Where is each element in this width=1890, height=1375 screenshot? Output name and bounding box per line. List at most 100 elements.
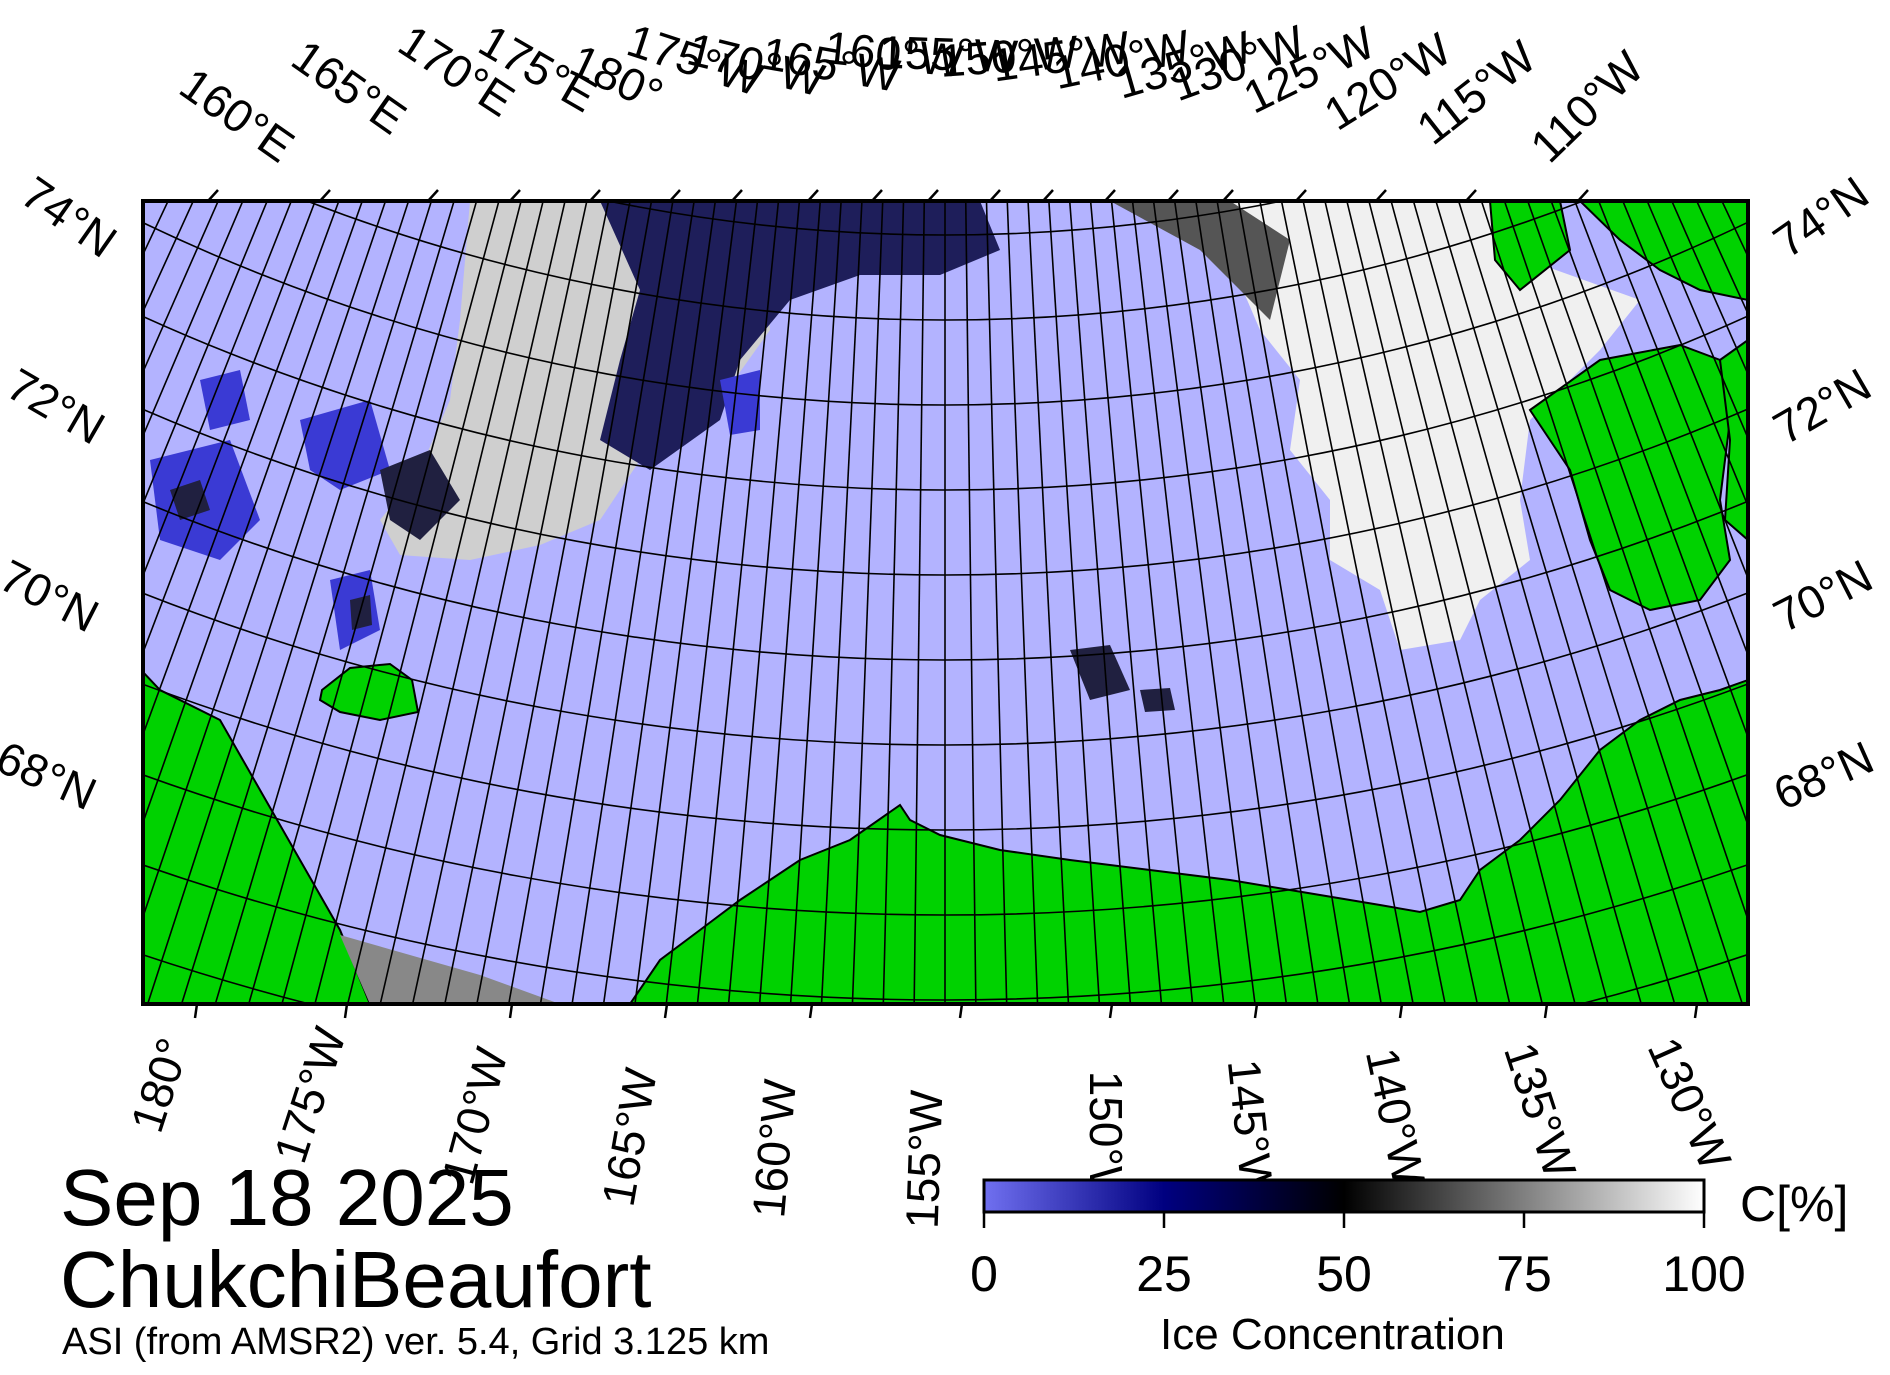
axis-tick bbox=[1108, 1003, 1114, 1019]
meridian-line bbox=[180, 201, 433, 1004]
axis-tick bbox=[1543, 1003, 1549, 1019]
meridian-line bbox=[913, 201, 926, 1004]
right-latitude-label: 68°N bbox=[1766, 731, 1881, 820]
left-latitude-label: 70°N bbox=[0, 549, 107, 642]
meridian-line bbox=[1195, 201, 1319, 1004]
colorbar-tick-label: 0 bbox=[970, 1246, 998, 1302]
bottom-longitude-label: 130°W bbox=[1638, 1030, 1742, 1178]
axis-tick bbox=[1375, 189, 1387, 202]
meridian-line bbox=[571, 201, 695, 1004]
meridian-line bbox=[143, 201, 269, 506]
meridian-line bbox=[143, 201, 387, 920]
meridian-line bbox=[1390, 201, 1609, 1004]
meridian-line bbox=[1621, 201, 1748, 509]
axis-tick bbox=[669, 189, 681, 202]
meridian-line bbox=[602, 201, 717, 1004]
meridian-line bbox=[214, 201, 455, 1004]
top-longitude-label: 165°E bbox=[283, 30, 416, 145]
axis-tick bbox=[989, 189, 1001, 202]
meridian-line bbox=[634, 201, 738, 1004]
meridian-line bbox=[665, 201, 759, 1004]
colorbar bbox=[982, 1178, 1706, 1214]
meridian-line bbox=[1503, 201, 1748, 923]
axis-tick bbox=[1104, 189, 1116, 202]
meridian-line bbox=[507, 201, 653, 1004]
axis-tick bbox=[1042, 189, 1054, 202]
meridian-line bbox=[379, 201, 566, 1004]
axis-tick bbox=[808, 1003, 814, 1019]
meridian-line bbox=[1216, 201, 1351, 1004]
axis-tick bbox=[1167, 189, 1179, 202]
sea-ice-east-edge bbox=[1110, 201, 1290, 320]
meridian-line bbox=[314, 201, 522, 1004]
land-chukotka bbox=[143, 670, 372, 1004]
meridian-line bbox=[143, 201, 364, 825]
sea-ice-scattered-low bbox=[150, 370, 760, 650]
meridian-line bbox=[964, 201, 977, 1004]
axis-tick bbox=[1398, 1003, 1404, 1019]
meridian-line bbox=[1068, 201, 1132, 1004]
meridian-line bbox=[1048, 201, 1101, 1004]
meridian-line bbox=[143, 201, 317, 655]
meridian-line bbox=[1027, 201, 1070, 1004]
meridian-line bbox=[1110, 201, 1194, 1004]
meridian-line bbox=[1526, 201, 1748, 828]
bottom-longitude-label: 135°W bbox=[1494, 1036, 1586, 1184]
axis-tick bbox=[958, 1003, 964, 1019]
left-latitude-label: 74°N bbox=[12, 166, 126, 268]
colorbar-title: Ice Concentration bbox=[1160, 1310, 1505, 1359]
meridian-line bbox=[346, 201, 544, 1004]
bottom-longitude-label: 160°W bbox=[742, 1077, 806, 1220]
meridian-line bbox=[1368, 201, 1576, 1004]
data-source: ASI (from AMSR2) ver. 5.4, Grid 3.125 km bbox=[62, 1321, 770, 1363]
sea-ice-east-pack bbox=[1110, 201, 1640, 650]
axis-tick bbox=[1693, 1003, 1699, 1019]
meridian-line bbox=[539, 201, 674, 1004]
land-alaska bbox=[628, 678, 1748, 1004]
meridian-line bbox=[696, 201, 780, 1004]
axis-tick bbox=[731, 189, 743, 202]
right-latitude-label: 70°N bbox=[1765, 549, 1880, 642]
axis-tick bbox=[1465, 189, 1477, 202]
meridian-line bbox=[1324, 201, 1511, 1004]
meridian-line bbox=[1280, 201, 1446, 1004]
meridian-line bbox=[820, 201, 863, 1004]
meridian-line bbox=[146, 201, 410, 1004]
graticule bbox=[143, 201, 1748, 1004]
axis-tick bbox=[319, 189, 331, 202]
meridian-line bbox=[1131, 201, 1225, 1004]
axis-tick bbox=[193, 1003, 199, 1019]
meridian-line bbox=[411, 201, 588, 1004]
map-region-name: ChukchiBeaufort bbox=[60, 1235, 652, 1324]
top-longitude-label: 160°E bbox=[171, 58, 304, 173]
axis-tick bbox=[1222, 189, 1234, 202]
meridian-line bbox=[789, 201, 842, 1004]
meridian-line bbox=[1412, 201, 1643, 1004]
axis-tick bbox=[343, 1003, 349, 1019]
meridian-line bbox=[281, 201, 500, 1004]
map-date: Sep 18 2025 bbox=[60, 1153, 514, 1242]
graticule-ticks bbox=[193, 189, 1699, 1019]
meridian-line bbox=[1573, 201, 1748, 658]
meridian-line bbox=[1346, 201, 1544, 1004]
meridian-line bbox=[1480, 201, 1744, 1004]
meridian-line bbox=[143, 201, 340, 737]
axis-tick bbox=[663, 1003, 669, 1019]
axis-tick bbox=[1253, 1003, 1259, 1019]
left-latitude-label: 72°N bbox=[0, 358, 114, 454]
meridian-line bbox=[143, 201, 293, 578]
bottom-longitude-label: 165°W bbox=[592, 1064, 667, 1210]
colorbar-tick-label: 75 bbox=[1496, 1246, 1552, 1302]
right-latitude-label: 72°N bbox=[1764, 358, 1879, 454]
meridian-line bbox=[727, 201, 801, 1004]
meridian-line bbox=[247, 201, 478, 1004]
meridian-line bbox=[1152, 201, 1256, 1004]
bottom-longitude-label: 140°W bbox=[1356, 1044, 1436, 1191]
axis-tick bbox=[508, 1003, 514, 1019]
left-latitude-label: 68°N bbox=[0, 731, 104, 820]
meridian-line bbox=[1435, 201, 1676, 1004]
axis-tick bbox=[207, 189, 219, 202]
meridian-line bbox=[985, 201, 1008, 1004]
no-data-patch bbox=[340, 935, 560, 1004]
